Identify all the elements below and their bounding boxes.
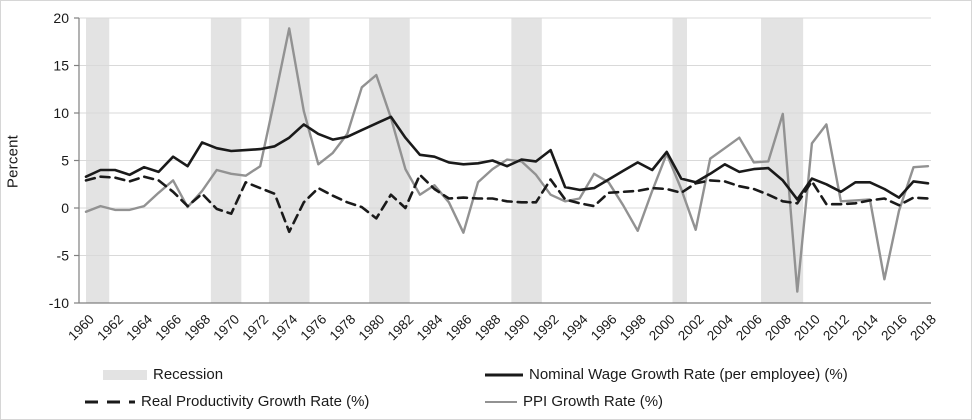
recession-swatch: [103, 369, 147, 380]
y-axis-title: Percent: [4, 134, 22, 189]
y-tick-label: 5: [61, 153, 69, 169]
y-tick-label: -5: [57, 248, 70, 264]
y-tick-label: 15: [53, 58, 69, 74]
real-productivity-line-swatch: [85, 400, 135, 403]
x-tick-label: 2016: [878, 312, 910, 344]
x-tick-label: 1964: [123, 311, 155, 343]
x-tick-label: 1978: [327, 312, 359, 344]
x-tick-label: 1974: [269, 311, 301, 343]
legend-label-recession: Recession: [153, 366, 224, 383]
x-tick-label: 1962: [94, 312, 126, 344]
x-tick-label: 2000: [646, 312, 678, 344]
x-tick-label: 1988: [472, 312, 504, 344]
x-tick-label: 1998: [617, 312, 649, 344]
x-tick-label: 2012: [820, 312, 852, 344]
x-tick-label: 2006: [733, 312, 765, 344]
legend-item-nominal-wage: Nominal Wage Growth Rate (per employee) …: [484, 366, 848, 383]
y-tick-label: 10: [53, 105, 69, 121]
x-tick-label: 1966: [152, 312, 184, 344]
x-tick-label: 1984: [414, 311, 446, 343]
x-tick-label: 1996: [588, 312, 620, 344]
legend-item-recession: Recession: [102, 366, 223, 383]
x-tick-label: 1986: [443, 312, 475, 344]
x-tick-label: 2010: [791, 312, 823, 344]
x-tick-label: 2018: [907, 312, 939, 344]
y-tick-label: -10: [49, 295, 69, 311]
x-tick-label: 1976: [298, 312, 330, 344]
series-line-real-productivity: [84, 173, 930, 234]
x-tick-label: 2014: [849, 311, 881, 343]
x-tick-label: 1970: [210, 312, 242, 344]
series-line-nominal-wage: [84, 115, 930, 201]
ppi-line-swatch: [485, 400, 517, 403]
legend-item-real-productivity: Real Productivity Growth Rate (%): [84, 393, 369, 410]
x-tick-label: 1994: [559, 311, 591, 343]
y-tick-label: 20: [53, 10, 69, 26]
x-tick-label: 1960: [65, 312, 97, 344]
y-tick-label: 0: [61, 200, 69, 216]
x-tick-label: 1992: [530, 312, 562, 344]
x-tick-label: 2002: [675, 312, 707, 344]
legend-label-nominal-wage: Nominal Wage Growth Rate (per employee) …: [529, 366, 848, 383]
x-tick-label: 1980: [356, 312, 388, 344]
x-tick-label: 1968: [181, 312, 213, 344]
x-tick-label: 2004: [704, 311, 736, 343]
legend-item-ppi: PPI Growth Rate (%): [484, 393, 663, 410]
legend-label-ppi: PPI Growth Rate (%): [523, 393, 664, 410]
legend-label-real-productivity: Real Productivity Growth Rate (%): [141, 393, 370, 410]
x-tick-label: 1990: [501, 312, 533, 344]
x-tick-label: 2008: [762, 312, 794, 344]
nominal-wage-line-swatch: [485, 373, 523, 376]
x-tick-label: 1982: [385, 312, 417, 344]
x-tick-label: 1972: [239, 312, 271, 344]
series-line-ppi: [84, 27, 930, 293]
